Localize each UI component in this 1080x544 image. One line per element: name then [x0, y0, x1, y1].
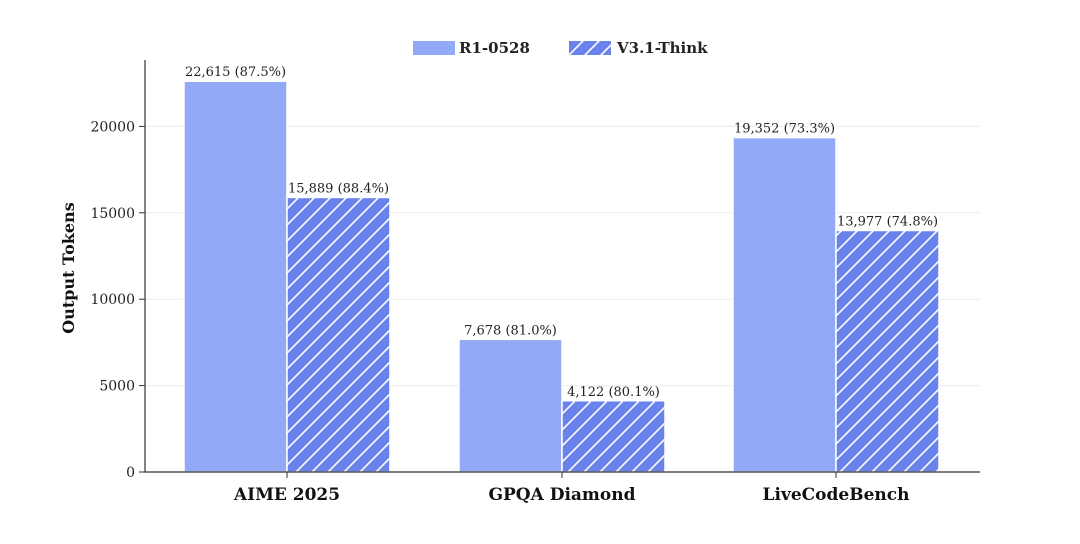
bar-v3-1-think — [561, 400, 666, 473]
y-tick-label: 10000 — [90, 292, 135, 308]
bars — [183, 80, 940, 473]
bar-data-label: 4,122 (80.1%) — [567, 385, 660, 400]
bar-data-label: 13,977 (74.8%) — [837, 214, 938, 229]
y-tick-label: 20000 — [90, 119, 135, 135]
bar-v3-1-think — [835, 229, 940, 473]
axes: 0 5000 10000 15000 20000 AIME 2025 GPQA Diamon… — [90, 60, 980, 505]
x-category-label: LiveCodeBench — [763, 485, 910, 505]
y-tick-label: 5000 — [99, 379, 135, 395]
legend-label: R1-0528 — [459, 39, 530, 57]
y-axis-label: Output Tokens — [59, 202, 78, 333]
bar-v3-1-think — [286, 196, 391, 473]
bar-data-label: 22,615 (87.5%) — [185, 65, 286, 80]
bar-r1-0528 — [183, 80, 288, 473]
x-category-label: GPQA Diamond — [488, 485, 635, 505]
data-labels: 22,615 (87.5%) 15,889 (88.4%) 7,678 (81.0%… — [185, 65, 938, 400]
legend: R1-0528 V3.1-Think — [413, 39, 708, 57]
bar-data-label: 7,678 (81.0%) — [464, 323, 557, 338]
legend-swatch-r1-0528 — [413, 41, 455, 55]
legend-label: V3.1-Think — [616, 39, 708, 57]
y-tick-label: 0 — [126, 465, 135, 481]
bar-r1-0528 — [458, 338, 563, 473]
x-category-label: AIME 2025 — [233, 485, 340, 505]
bar-data-label: 15,889 (88.4%) — [288, 181, 389, 196]
bar-data-label: 19,352 (73.3%) — [734, 122, 835, 137]
y-tick-label: 15000 — [90, 206, 135, 222]
bar-r1-0528 — [732, 136, 837, 473]
legend-swatch-v3-1-think — [569, 41, 611, 55]
